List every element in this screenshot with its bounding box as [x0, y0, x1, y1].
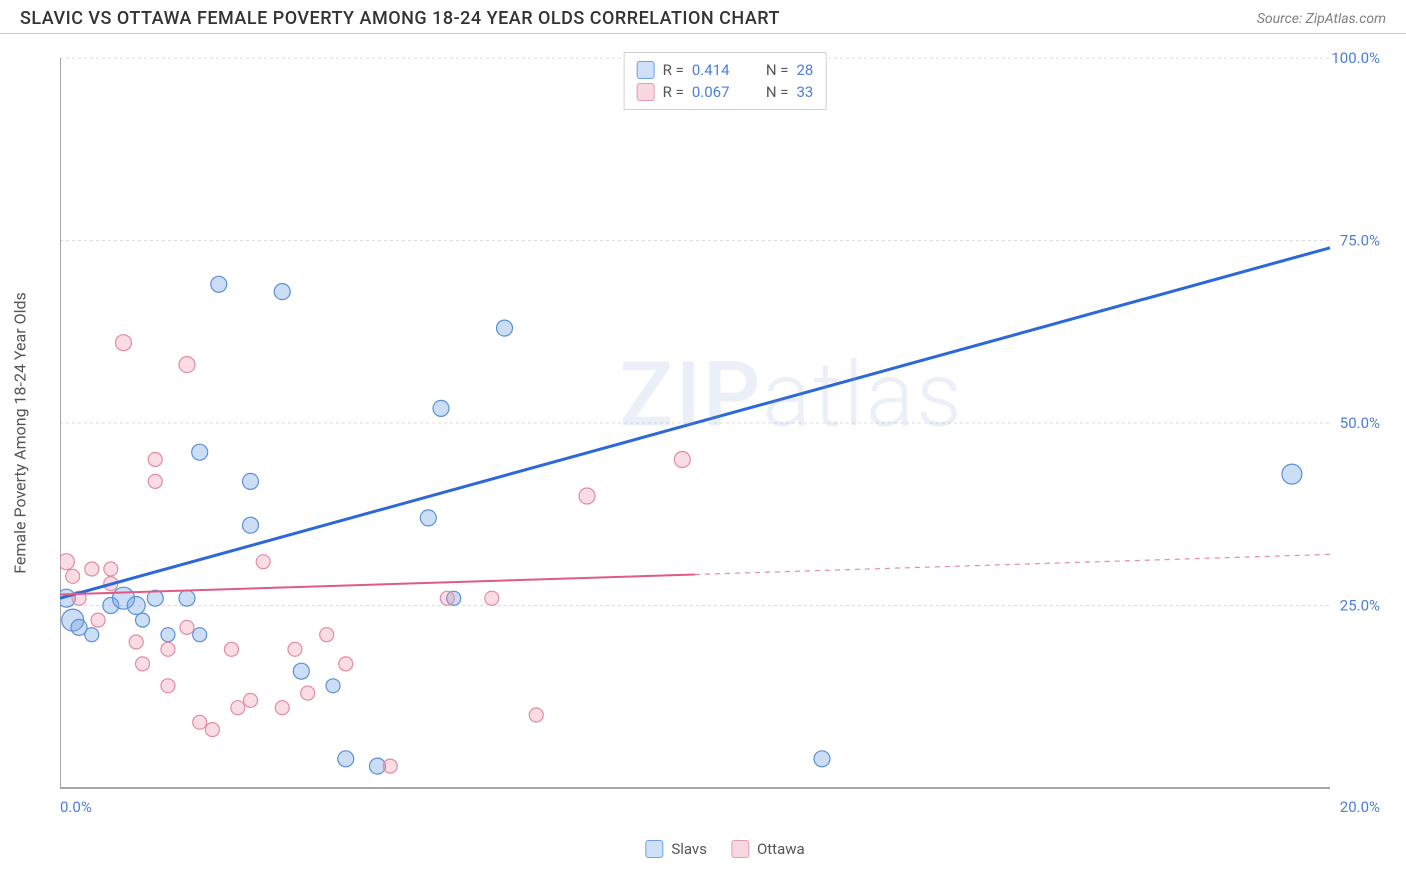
- legend-r-label: R =: [663, 83, 684, 101]
- series-name: Ottawa: [757, 840, 805, 858]
- svg-text:50.0%: 50.0%: [1340, 414, 1380, 432]
- series-legend: Slavs Ottawa: [645, 840, 804, 858]
- legend-swatch: [637, 83, 655, 101]
- chart-header: SLAVIC VS OTTAWA FEMALE POVERTY AMONG 18…: [0, 0, 1406, 34]
- correlation-legend: R = 0.414 N = 28 R = 0.067 N = 33: [624, 52, 827, 110]
- legend-row: R = 0.067 N = 33: [637, 81, 814, 103]
- legend-n-label: N =: [766, 83, 789, 101]
- legend-n-value: 33: [796, 83, 813, 101]
- legend-r-label: R =: [663, 61, 684, 79]
- chart-title: SLAVIC VS OTTAWA FEMALE POVERTY AMONG 18…: [20, 8, 780, 29]
- legend-swatch: [731, 840, 749, 858]
- legend-r-value: 0.414: [692, 61, 742, 79]
- svg-text:20.0%: 20.0%: [1340, 798, 1380, 816]
- legend-r-value: 0.067: [692, 83, 742, 101]
- legend-n-label: N =: [766, 61, 789, 79]
- svg-text:100.0%: 100.0%: [1331, 49, 1380, 67]
- scatter-plot: 25.0% 50.0% 75.0% 100.0% 0.0% 20.0%: [60, 48, 1390, 818]
- chart-source: Source: ZipAtlas.com: [1257, 11, 1386, 27]
- y-axis-label: Female Poverty Among 18-24 Year Olds: [11, 292, 30, 574]
- svg-text:0.0%: 0.0%: [60, 798, 92, 816]
- svg-text:25.0%: 25.0%: [1340, 597, 1380, 615]
- chart-area: Female Poverty Among 18-24 Year Olds 25.…: [60, 48, 1390, 818]
- series-legend-item: Ottawa: [731, 840, 805, 858]
- legend-n-value: 28: [796, 61, 813, 79]
- legend-swatch: [637, 61, 655, 79]
- series-legend-item: Slavs: [645, 840, 707, 858]
- svg-text:75.0%: 75.0%: [1340, 232, 1380, 250]
- legend-row: R = 0.414 N = 28: [637, 59, 814, 81]
- series-name: Slavs: [671, 840, 707, 858]
- legend-swatch: [645, 840, 663, 858]
